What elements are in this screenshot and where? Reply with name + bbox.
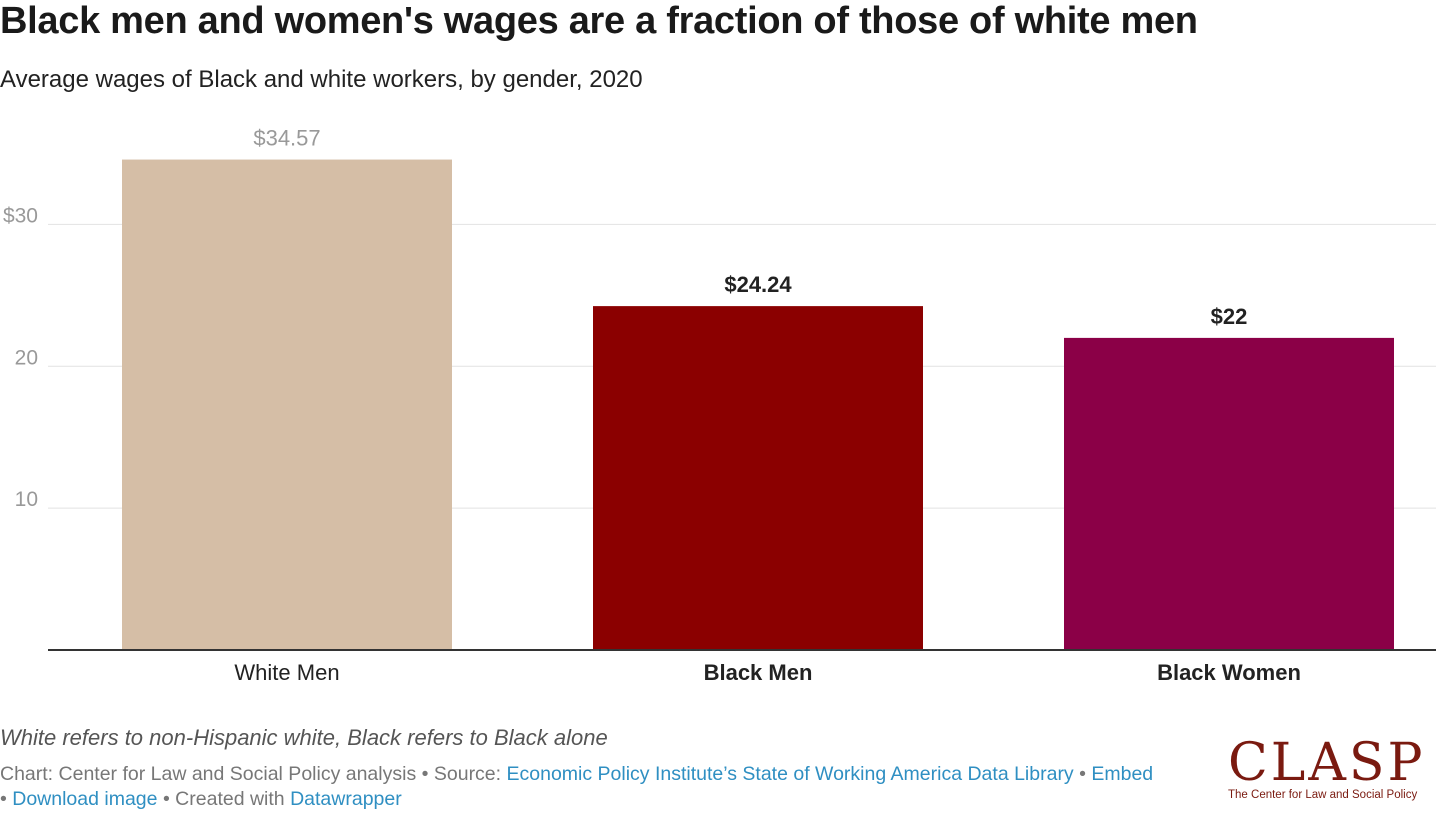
- separator: •: [1079, 763, 1086, 785]
- datawrapper-link[interactable]: Datawrapper: [290, 788, 402, 810]
- chart-title: Black men and women's wages are a fracti…: [0, 0, 1198, 42]
- y-tick-label: 10: [15, 488, 38, 511]
- value-labels: $34.57 $24.24 $22: [253, 126, 1247, 329]
- chart-subtitle: Average wages of Black and white workers…: [0, 66, 643, 93]
- logo-tagline: The Center for Law and Social Policy: [1228, 789, 1418, 801]
- category-labels: White Men Black Men Black Women: [234, 660, 1301, 685]
- x-tick-label: Black Women: [1157, 660, 1301, 685]
- chart-credits: Chart: Center for Law and Social Policy …: [0, 762, 1215, 812]
- bar-chart: 10 20 $30 $34.57 $24.24 $22 White Men Black M…: [3, 126, 1436, 685]
- clasp-logo: CLASP The Center for Law and Social Poli…: [1228, 736, 1428, 801]
- y-tick-label: 20: [15, 346, 38, 369]
- download-image-link[interactable]: Download image: [12, 788, 158, 810]
- x-tick-label: White Men: [234, 660, 339, 685]
- value-label: $22: [1211, 304, 1248, 329]
- value-label: $24.24: [724, 272, 792, 297]
- chart-note: White refers to non-Hispanic white, Blac…: [0, 725, 608, 750]
- bar-black-women: [1064, 337, 1394, 650]
- embed-link[interactable]: Embed: [1091, 763, 1154, 785]
- chart-credit-label: Chart: Center for Law and Social Policy …: [0, 763, 417, 785]
- source-link[interactable]: Economic Policy Institute’s State of Wor…: [506, 763, 1074, 785]
- source-prefix: • Source:: [421, 763, 502, 785]
- x-tick-label: Black Men: [704, 660, 813, 685]
- bar-white-men: [122, 159, 452, 650]
- bars: [122, 159, 1394, 650]
- value-label: $34.57: [253, 126, 320, 151]
- bar-black-men: [593, 306, 923, 650]
- y-tick-label: $30: [3, 204, 38, 227]
- separator: •: [0, 788, 7, 810]
- logo-wordmark: CLASP: [1228, 733, 1426, 793]
- created-with-prefix: • Created with: [162, 788, 285, 810]
